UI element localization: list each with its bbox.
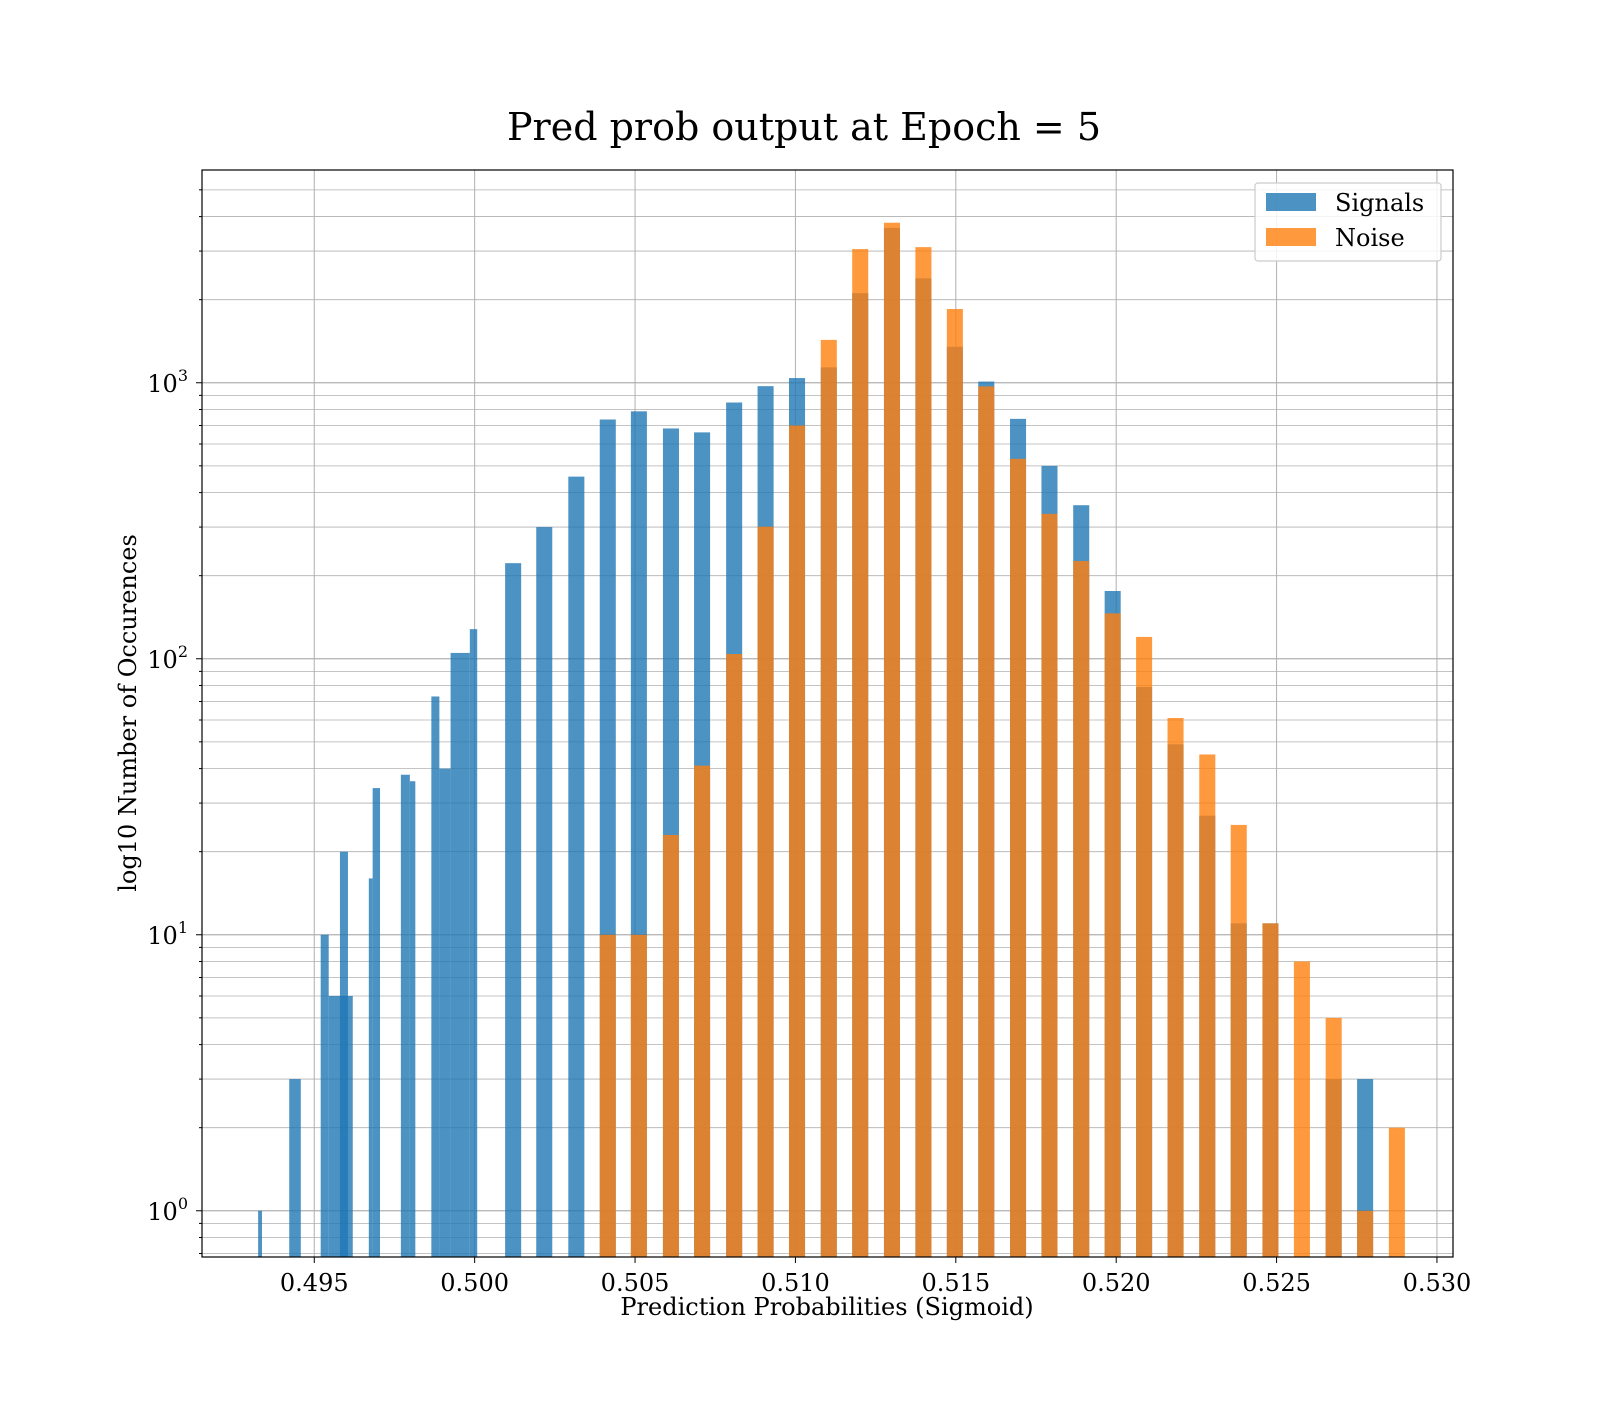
noise-bar [1104,613,1121,1257]
signals-bar [372,788,381,1257]
y-axis-ticks: 100 101 102 103 [147,189,202,1255]
noise-bar [1010,458,1027,1257]
noise-bar [726,654,743,1257]
noise-bar [1167,718,1184,1257]
noise-bar [978,386,995,1257]
signals-bar [469,629,478,1257]
noise-bar [915,247,932,1257]
y-tick-label: 103 [147,366,188,398]
x-tick-label: 0.530 [1403,1269,1472,1297]
signals-bar [289,1079,301,1257]
signals-bar [339,851,348,1257]
noise-bar [662,834,679,1257]
signals-bar [431,696,440,1257]
noise-bar [1073,561,1090,1257]
noise-bar [1293,961,1310,1257]
x-tick-label: 0.505 [601,1269,670,1297]
signals-bar [505,563,522,1257]
y-tick-label: 101 [147,918,188,950]
signals-bar [409,781,416,1257]
x-axis-ticks: 0.495 0.500 0.505 0.510 0.515 0.520 0.525 0.530 [280,1257,1471,1297]
legend-label-signals: Signals [1335,189,1424,217]
noise-bar [852,249,869,1257]
y-tick-label: 100 [147,1194,188,1226]
noise-bar [1041,513,1058,1257]
y-axis-label: log10 Number of Occurences [114,534,142,892]
x-tick-label: 0.525 [1242,1269,1311,1297]
noise-bar [630,934,647,1257]
noise-bar [1199,754,1216,1257]
legend-swatch-signals [1266,193,1316,211]
noise-bar [789,425,806,1257]
x-tick-label: 0.495 [280,1269,349,1297]
noise-bar [1262,923,1279,1257]
noise-bar [1357,1210,1374,1257]
noise-bar [883,222,900,1257]
y-tick-label: 102 [147,642,188,674]
noise-bar [694,765,711,1257]
signals-bar [258,1210,262,1257]
noise-bar [1325,1017,1342,1257]
legend-label-noise: Noise [1335,224,1405,252]
signals-bar [536,527,553,1257]
signals-bar [320,934,329,1257]
signals-bar [400,774,410,1257]
signals-bar [439,768,451,1257]
legend: Signals Noise [1254,182,1442,262]
chart-title: Pred prob output at Epoch = 5 [507,105,1101,149]
noise-bar [1136,636,1153,1257]
noise-bar [1230,824,1247,1257]
x-tick-label: 0.520 [1082,1269,1151,1297]
signals-bar [450,652,470,1257]
noise-bar [1388,1127,1405,1257]
signals-bar [368,878,373,1257]
noise-bar [599,934,616,1257]
x-axis-label: Prediction Probabilities (Sigmoid) [620,1293,1033,1321]
legend-swatch-noise [1266,228,1316,246]
noise-bars [599,222,1405,1258]
noise-bar [820,339,837,1257]
plot-frame [201,169,1454,1258]
x-tick-label: 0.500 [440,1269,509,1297]
noise-bar [946,309,963,1258]
noise-bar [757,526,774,1257]
x-tick-label: 0.510 [761,1269,830,1297]
signals-bar [568,476,585,1257]
x-tick-label: 0.515 [921,1269,990,1297]
